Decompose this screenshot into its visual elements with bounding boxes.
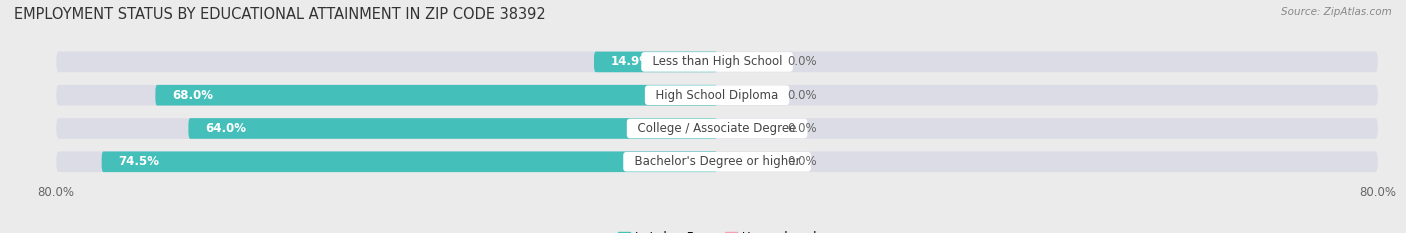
Text: Source: ZipAtlas.com: Source: ZipAtlas.com bbox=[1281, 7, 1392, 17]
Text: 14.9%: 14.9% bbox=[610, 55, 651, 69]
Text: 0.0%: 0.0% bbox=[787, 55, 817, 69]
FancyBboxPatch shape bbox=[56, 51, 1378, 72]
Text: Bachelor's Degree or higher: Bachelor's Degree or higher bbox=[627, 155, 807, 168]
Text: 0.0%: 0.0% bbox=[787, 155, 817, 168]
FancyBboxPatch shape bbox=[156, 85, 717, 106]
Text: College / Associate Degree: College / Associate Degree bbox=[630, 122, 804, 135]
FancyBboxPatch shape bbox=[717, 120, 775, 137]
Text: Less than High School: Less than High School bbox=[644, 55, 790, 69]
FancyBboxPatch shape bbox=[56, 85, 1378, 106]
Text: 68.0%: 68.0% bbox=[172, 89, 212, 102]
FancyBboxPatch shape bbox=[717, 153, 775, 170]
Text: 0.0%: 0.0% bbox=[787, 89, 817, 102]
Legend: In Labor Force, Unemployed: In Labor Force, Unemployed bbox=[613, 226, 821, 233]
FancyBboxPatch shape bbox=[717, 53, 775, 71]
FancyBboxPatch shape bbox=[188, 118, 717, 139]
Text: 0.0%: 0.0% bbox=[787, 122, 817, 135]
Text: EMPLOYMENT STATUS BY EDUCATIONAL ATTAINMENT IN ZIP CODE 38392: EMPLOYMENT STATUS BY EDUCATIONAL ATTAINM… bbox=[14, 7, 546, 22]
Text: 64.0%: 64.0% bbox=[205, 122, 246, 135]
Text: High School Diploma: High School Diploma bbox=[648, 89, 786, 102]
FancyBboxPatch shape bbox=[56, 118, 1378, 139]
FancyBboxPatch shape bbox=[593, 51, 717, 72]
FancyBboxPatch shape bbox=[717, 86, 775, 104]
FancyBboxPatch shape bbox=[56, 151, 1378, 172]
FancyBboxPatch shape bbox=[101, 151, 717, 172]
Text: 74.5%: 74.5% bbox=[118, 155, 159, 168]
